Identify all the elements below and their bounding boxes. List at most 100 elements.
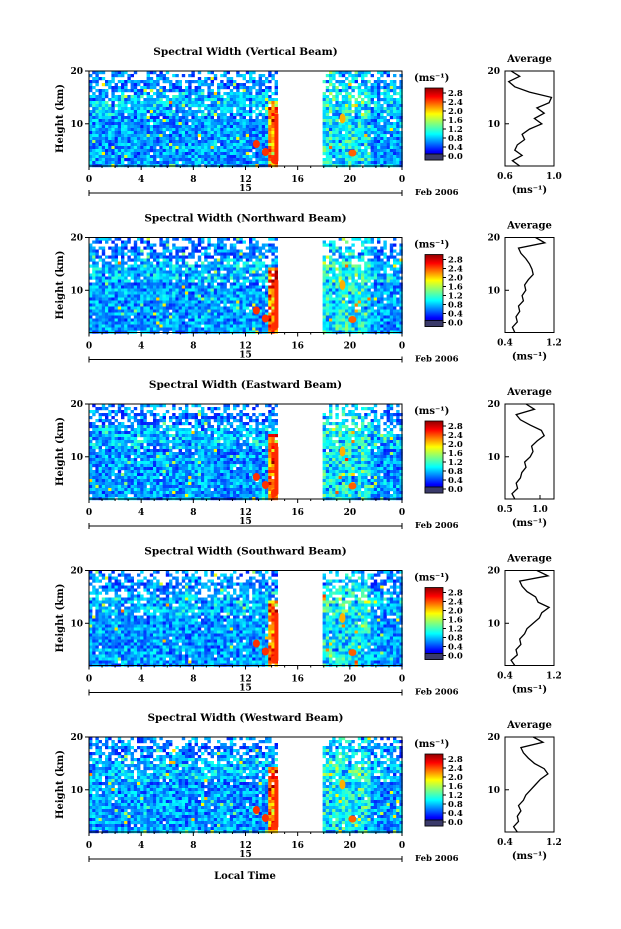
heatmap-cell	[239, 125, 243, 129]
heatmap-cell	[108, 321, 112, 325]
heatmap-cell	[239, 255, 243, 259]
heatmap-cell	[255, 267, 259, 271]
heatmap-cell	[242, 297, 246, 301]
heatmap-cell	[255, 291, 259, 295]
heatmap-cell	[335, 110, 339, 114]
heatmap-cell	[213, 98, 218, 102]
heatmap-cell	[105, 149, 109, 153]
heatmap-cell	[201, 315, 205, 319]
heatmap-cell	[101, 407, 106, 411]
heatmap-cell	[370, 113, 374, 117]
heatmap-cell	[124, 155, 128, 159]
heatmap-cell	[191, 273, 195, 277]
heatmap-cell	[101, 264, 106, 268]
heatmap-cell	[101, 276, 106, 280]
heatmap-cell	[114, 315, 118, 319]
heatmap-cell	[220, 240, 224, 244]
heatmap-cell	[268, 95, 272, 99]
heatmap-cell	[133, 146, 138, 150]
heatmap-cell	[245, 413, 250, 417]
heatmap-cell	[348, 291, 352, 295]
heatmap-cell	[345, 312, 349, 316]
heatmap-cell	[98, 152, 102, 156]
heatmap-cell	[159, 128, 163, 132]
heatmap-cell	[361, 128, 365, 132]
heatmap-cell	[137, 119, 141, 123]
heatmap-cell	[389, 267, 394, 271]
heatmap-cell	[239, 273, 243, 277]
heatmap-cell	[130, 288, 134, 292]
heatmap-cell	[188, 327, 192, 331]
heatmap-cell	[233, 285, 237, 289]
heatmap-cell	[153, 83, 157, 87]
heatmap-cell	[98, 104, 102, 108]
heatmap-cell	[377, 321, 381, 325]
heatmap-cell	[389, 252, 394, 256]
heatmap-cell	[399, 243, 403, 247]
heatmap-cell	[105, 413, 109, 417]
heatmap-cell	[354, 119, 358, 123]
heatmap-cell	[137, 413, 141, 417]
heatmap-cell	[185, 80, 189, 84]
heatmap-cell	[114, 122, 118, 126]
heatmap-cell	[329, 306, 333, 310]
heatmap-cell	[370, 83, 374, 87]
heatmap-cell	[89, 321, 93, 325]
heatmap-cell	[178, 95, 182, 99]
heatmap-cell	[207, 300, 211, 304]
heatmap-cell	[268, 128, 272, 132]
heatmap-cell	[271, 318, 275, 322]
heatmap-cell	[92, 246, 96, 250]
heatmap-cell	[223, 288, 227, 292]
heatmap-cell	[188, 101, 192, 105]
heatmap-cell	[351, 86, 355, 90]
heatmap-cell	[393, 125, 397, 129]
heatmap-cell	[121, 92, 125, 96]
heatmap-cell	[146, 237, 150, 241]
heatmap-cell	[124, 128, 128, 132]
heatmap-cell	[239, 294, 243, 298]
heatmap-cell	[389, 327, 394, 331]
heatmap-cell	[364, 104, 368, 108]
heatmap-cell	[364, 128, 368, 132]
heatmap-cell	[370, 140, 374, 144]
heatmap-cell	[271, 77, 275, 81]
heatmap-cell	[332, 306, 336, 310]
heatmap-cell	[220, 83, 224, 87]
heatmap-cell	[380, 291, 384, 295]
heatmap-cell	[133, 312, 138, 316]
heatmap-cell	[92, 270, 96, 274]
heatmap-cell	[399, 315, 403, 319]
heatmap-cell	[217, 297, 221, 301]
heatmap-cell	[229, 116, 234, 120]
heatmap-cell	[137, 312, 141, 316]
heatmap-cell	[329, 98, 333, 102]
heatmap-cell	[364, 146, 368, 150]
heatmap-cell	[153, 312, 157, 316]
heatmap-cell	[146, 306, 150, 310]
heatmap-cell	[133, 288, 138, 292]
heatmap-cell	[239, 240, 243, 244]
average-profile-line	[507, 70, 553, 167]
heatmap-cell	[95, 327, 99, 331]
heatmap-cell	[354, 77, 358, 81]
heatmap-cell	[130, 101, 134, 105]
heatmap-cell	[201, 282, 205, 286]
heatmap-cell	[105, 83, 109, 87]
heatmap-cell	[146, 110, 150, 114]
heatmap-cell	[329, 71, 333, 75]
heatmap-cell	[236, 285, 240, 289]
heatmap-cell	[101, 285, 106, 289]
heatmap-cell	[146, 116, 150, 120]
heatmap-cell	[373, 291, 378, 295]
heatmap-cell	[242, 98, 246, 102]
heatmap-cell	[386, 410, 390, 414]
heatmap-cell	[370, 318, 374, 322]
heatmap-cell	[389, 306, 394, 310]
heatmap-cell	[146, 86, 150, 90]
heatmap-cell	[114, 327, 118, 331]
heatmap-cell	[268, 300, 272, 304]
heatmap-cell	[239, 282, 243, 286]
heatmap-cell	[207, 131, 211, 135]
heatmap-cell	[377, 288, 381, 292]
